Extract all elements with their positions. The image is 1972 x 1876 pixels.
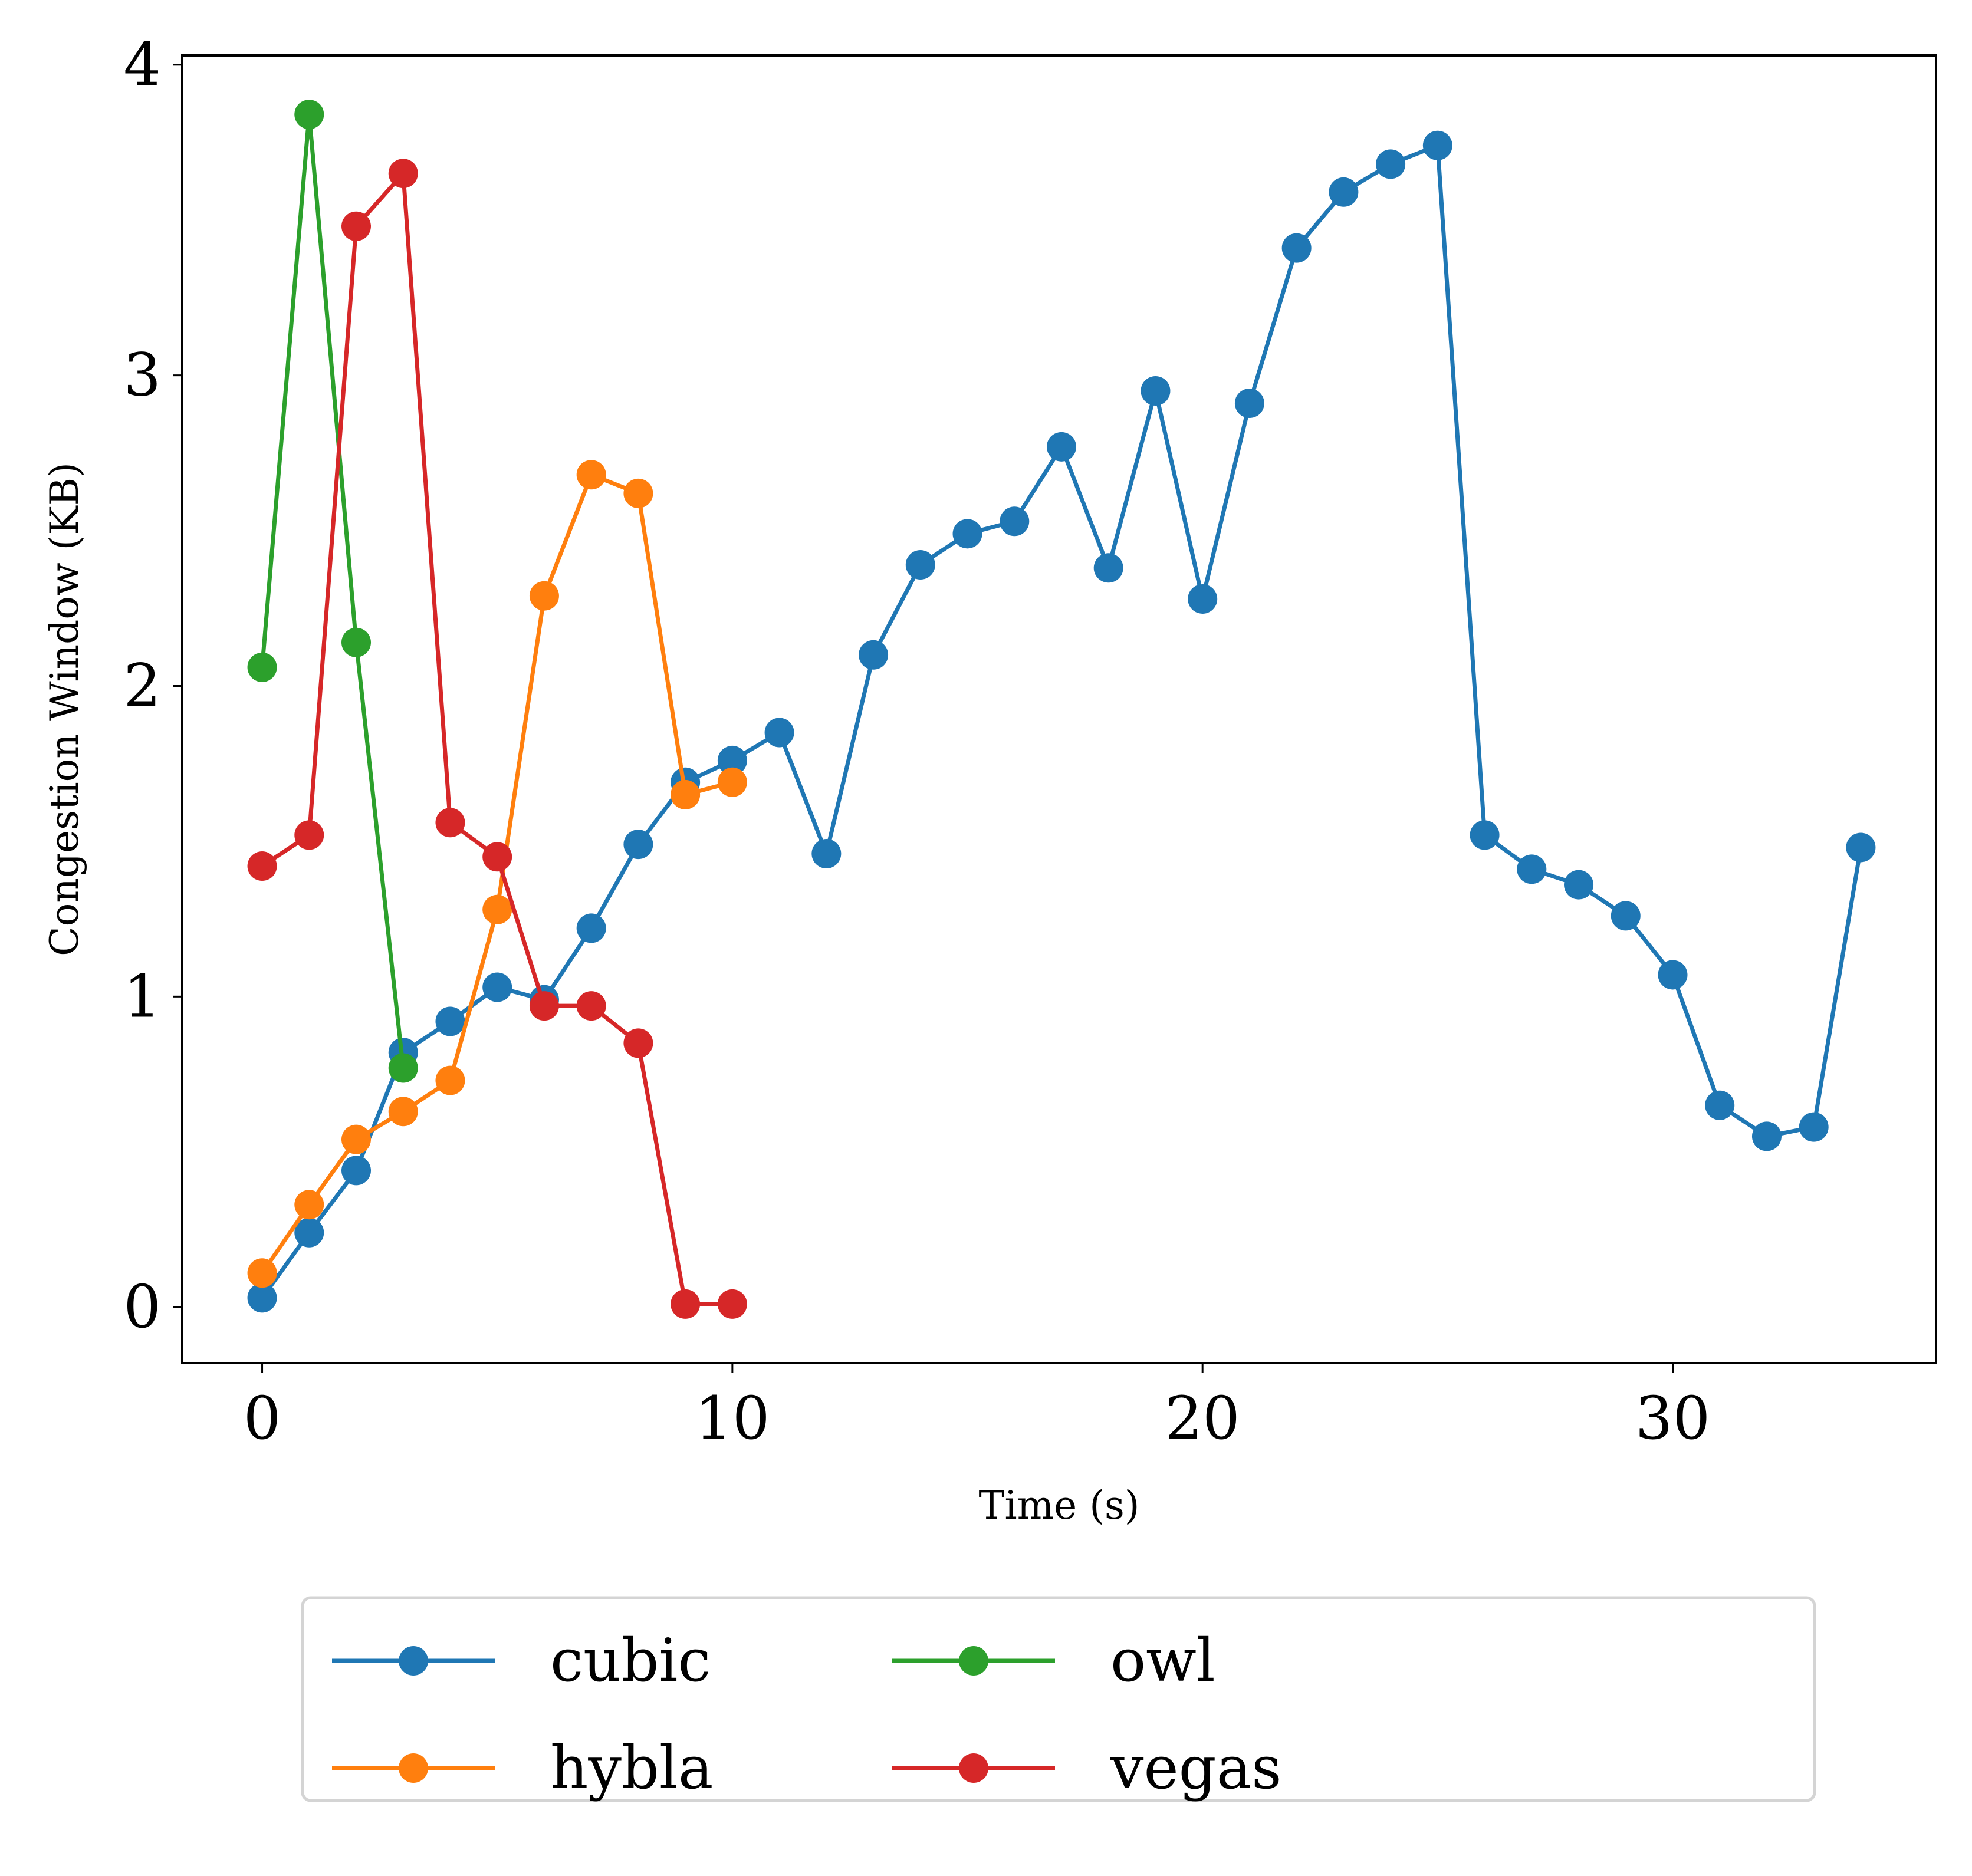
data-point-cubic xyxy=(764,718,794,748)
legend-swatch-marker xyxy=(959,1646,988,1676)
data-point-cubic xyxy=(859,640,889,670)
data-point-cubic xyxy=(1658,960,1688,990)
data-point-cubic xyxy=(1000,506,1030,537)
data-point-cubic xyxy=(1093,553,1123,583)
legend-entry-hybla: hybla xyxy=(332,1733,714,1802)
legend-box xyxy=(301,1596,1816,1802)
data-point-cubic xyxy=(1422,130,1452,160)
data-point-owl xyxy=(341,627,372,657)
y-tick-label: 4 xyxy=(123,30,161,99)
data-point-cubic xyxy=(1281,233,1312,263)
legend-entry-cubic: cubic xyxy=(332,1626,711,1695)
data-point-hybla xyxy=(294,1190,324,1220)
y-tick-label: 1 xyxy=(123,962,161,1031)
data-point-vegas xyxy=(247,851,277,881)
data-point-hybla xyxy=(341,1124,372,1154)
data-point-hybla xyxy=(435,1065,465,1095)
data-point-hybla xyxy=(247,1258,277,1288)
data-point-cubic xyxy=(1564,870,1594,900)
data-point-cubic xyxy=(1234,389,1264,419)
data-point-cubic xyxy=(576,913,606,943)
data-point-cubic xyxy=(1517,854,1547,884)
legend-swatch-marker xyxy=(399,1753,428,1783)
data-point-cubic xyxy=(341,1156,372,1186)
data-point-owl xyxy=(294,100,324,130)
data-point-vegas xyxy=(341,211,372,241)
data-point-hybla xyxy=(717,767,747,797)
x-tick-label: 10 xyxy=(695,1384,770,1453)
series-vegas xyxy=(247,159,747,1319)
data-point-cubic xyxy=(435,1006,465,1036)
series-owl xyxy=(247,100,418,1083)
data-point-hybla xyxy=(671,779,701,809)
y-axis-label: Congestion Window (KB) xyxy=(42,462,87,956)
data-point-cubic xyxy=(1799,1112,1829,1142)
data-point-hybla xyxy=(623,478,653,508)
data-point-cubic xyxy=(952,519,982,549)
legend-label: hybla xyxy=(550,1733,714,1802)
legend: cubic hybla owl vegas xyxy=(301,1596,1816,1802)
data-point-vegas xyxy=(529,991,559,1021)
data-point-cubic xyxy=(1846,832,1876,863)
series-hybla xyxy=(247,460,747,1288)
legend-entry-owl: owl xyxy=(892,1626,1215,1695)
data-point-cubic xyxy=(1046,432,1076,462)
data-point-cubic xyxy=(1141,376,1171,406)
axes: 0 10 20 30 0 1 2 3 4 xyxy=(123,30,1710,1453)
plot-frame xyxy=(181,54,1937,1364)
data-point-cubic xyxy=(811,838,842,868)
data-point-hybla xyxy=(388,1097,418,1127)
series-cubic xyxy=(247,130,1876,1313)
legend-label: vegas xyxy=(1110,1733,1282,1802)
data-point-vegas xyxy=(671,1289,701,1319)
data-point-cubic xyxy=(717,745,747,775)
x-tick-label: 0 xyxy=(244,1384,281,1453)
data-point-vegas xyxy=(388,159,418,189)
data-point-vegas xyxy=(294,820,324,850)
data-point-cubic xyxy=(1705,1090,1735,1120)
data-point-hybla xyxy=(529,581,559,611)
data-point-vegas xyxy=(717,1289,747,1319)
data-point-vegas xyxy=(482,842,512,872)
data-point-cubic xyxy=(1751,1121,1782,1151)
data-point-cubic xyxy=(623,830,653,860)
data-point-cubic xyxy=(1470,820,1500,850)
data-point-vegas xyxy=(576,991,606,1021)
data-point-cubic xyxy=(247,1283,277,1313)
y-tick-label: 0 xyxy=(123,1272,161,1341)
x-tick-label: 30 xyxy=(1635,1384,1710,1453)
data-point-cubic xyxy=(905,550,935,580)
data-point-cubic xyxy=(482,972,512,1002)
y-tick-label: 3 xyxy=(123,341,161,410)
legend-swatch-marker xyxy=(959,1753,988,1783)
legend-label: owl xyxy=(1110,1626,1215,1695)
data-point-hybla xyxy=(576,460,606,490)
data-point-cubic xyxy=(294,1217,324,1248)
data-point-cubic xyxy=(1611,901,1641,931)
data-point-cubic xyxy=(1376,149,1406,179)
series-layer xyxy=(247,100,1876,1319)
data-point-vegas xyxy=(623,1028,653,1058)
series-line-owl xyxy=(260,112,406,1068)
data-point-hybla xyxy=(482,894,512,924)
data-point-cubic xyxy=(1329,177,1359,207)
x-axis-label: Time (s) xyxy=(978,1483,1139,1528)
data-point-owl xyxy=(247,652,277,682)
x-tick-label: 20 xyxy=(1165,1384,1240,1453)
legend-swatch-marker xyxy=(399,1646,428,1676)
legend-label: cubic xyxy=(550,1626,711,1695)
data-point-vegas xyxy=(435,808,465,838)
data-point-owl xyxy=(388,1053,418,1083)
data-point-cubic xyxy=(1188,584,1218,614)
y-tick-label: 2 xyxy=(123,651,161,720)
legend-entry-vegas: vegas xyxy=(892,1733,1282,1802)
